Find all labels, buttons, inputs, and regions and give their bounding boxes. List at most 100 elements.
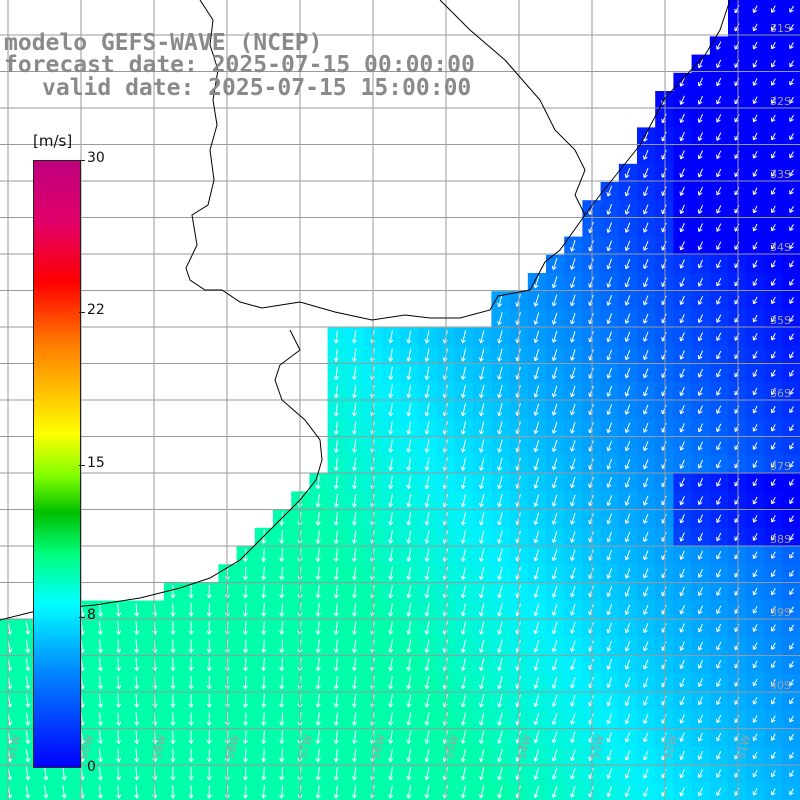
wind-arrow [315,475,321,490]
wind-arrow [25,767,31,781]
wind-arrow [479,585,485,599]
wind-arrow [752,496,758,505]
wind-arrow [460,621,467,635]
wind-arrow [351,603,357,617]
latitude-label: 33S [770,168,791,181]
wind-arrow [679,495,685,506]
wind-arrow [789,133,794,141]
wind-arrow [570,422,576,434]
wind-arrow [770,41,776,50]
wind-arrow [551,403,558,416]
wind-arrow [770,242,776,250]
wind-arrow [460,512,467,526]
wind-arrow [134,621,140,635]
wind-arrow [697,477,704,487]
wind-arrow [533,512,540,525]
wind-arrow [789,151,794,159]
wind-arrow [134,603,140,617]
wind-arrow [624,440,631,452]
wind-arrow [206,621,212,635]
wind-arrow [242,584,249,599]
wind-arrow [789,369,794,377]
wind-arrow [406,530,412,544]
wind-arrow [752,187,758,196]
wind-arrow [333,421,339,435]
wind-arrow [551,603,558,616]
wind-arrow [497,548,503,562]
wind-arrow [624,786,631,797]
wind-arrow [789,387,794,395]
wind-arrow [570,513,576,525]
wind-arrow [716,132,722,141]
wind-arrow [25,676,31,690]
wind-arrow [97,766,103,781]
wind-arrow [406,585,412,599]
wind-arrow [716,587,722,596]
wind-arrow [279,712,285,726]
model-title: modelo GEFS-WAVE (NCEP) [4,30,323,56]
wind-arrow [570,403,576,416]
wind-arrow [116,621,122,635]
wind-arrow [679,787,685,797]
longitude-label: 60W [77,733,96,761]
wind-arrow [116,603,122,617]
wind-arrow [315,694,321,708]
wind-arrow [606,731,613,743]
wind-arrow [716,459,722,469]
wind-arrow [533,731,540,744]
wind-arrow [643,350,649,361]
wind-arrow [533,621,540,635]
wind-arrow [261,584,267,599]
colorbar-tick [79,465,85,466]
wind-arrow [479,676,485,690]
wind-arrow [606,659,613,670]
wind-arrow [25,712,31,726]
wind-arrow [624,422,631,434]
wind-arrow [460,439,467,453]
forecast-date: forecast date: 2025-07-15 00:00:00 [4,52,475,78]
wind-arrow [716,223,722,232]
wind-arrow [479,785,485,799]
wind-arrow [242,548,249,562]
wind-arrow [242,657,249,672]
wind-arrow [388,712,394,726]
wind-arrow [789,515,794,523]
wind-arrow [679,659,685,670]
wind-arrow [351,421,357,435]
wind-arrow [789,224,794,232]
wind-arrow [242,748,249,763]
wind-arrow [315,548,321,562]
wind-arrow [697,368,704,378]
wind-arrow [533,312,540,325]
wind-arrow [116,730,122,744]
wind-arrow [479,694,485,708]
wind-arrow [624,331,631,343]
wind-arrow [333,694,339,708]
wind-arrow [679,259,685,269]
wind-arrow [697,150,704,160]
wind-arrow [789,569,794,577]
wind-arrow [752,96,758,105]
wind-arrow [789,187,794,195]
wind-arrow [752,715,758,723]
wind-arrow [679,459,685,469]
wind-arrow [643,149,649,160]
wind-arrow [315,657,321,672]
wind-arrow [351,384,357,399]
wind-arrow [333,330,339,344]
wind-arrow [25,748,31,763]
wind-arrow [679,532,685,542]
wind-arrow [261,639,267,653]
wind-arrow [697,714,704,724]
wind-arrow [752,551,758,560]
wind-arrow [752,78,758,86]
wind-arrow [406,348,412,362]
wind-arrow [242,566,249,581]
wind-arrow [497,639,503,653]
wind-arrow [770,678,776,687]
wind-arrow [116,785,122,799]
wind-arrow [643,604,649,615]
wind-arrow [242,621,249,635]
wind-arrow [134,748,140,763]
